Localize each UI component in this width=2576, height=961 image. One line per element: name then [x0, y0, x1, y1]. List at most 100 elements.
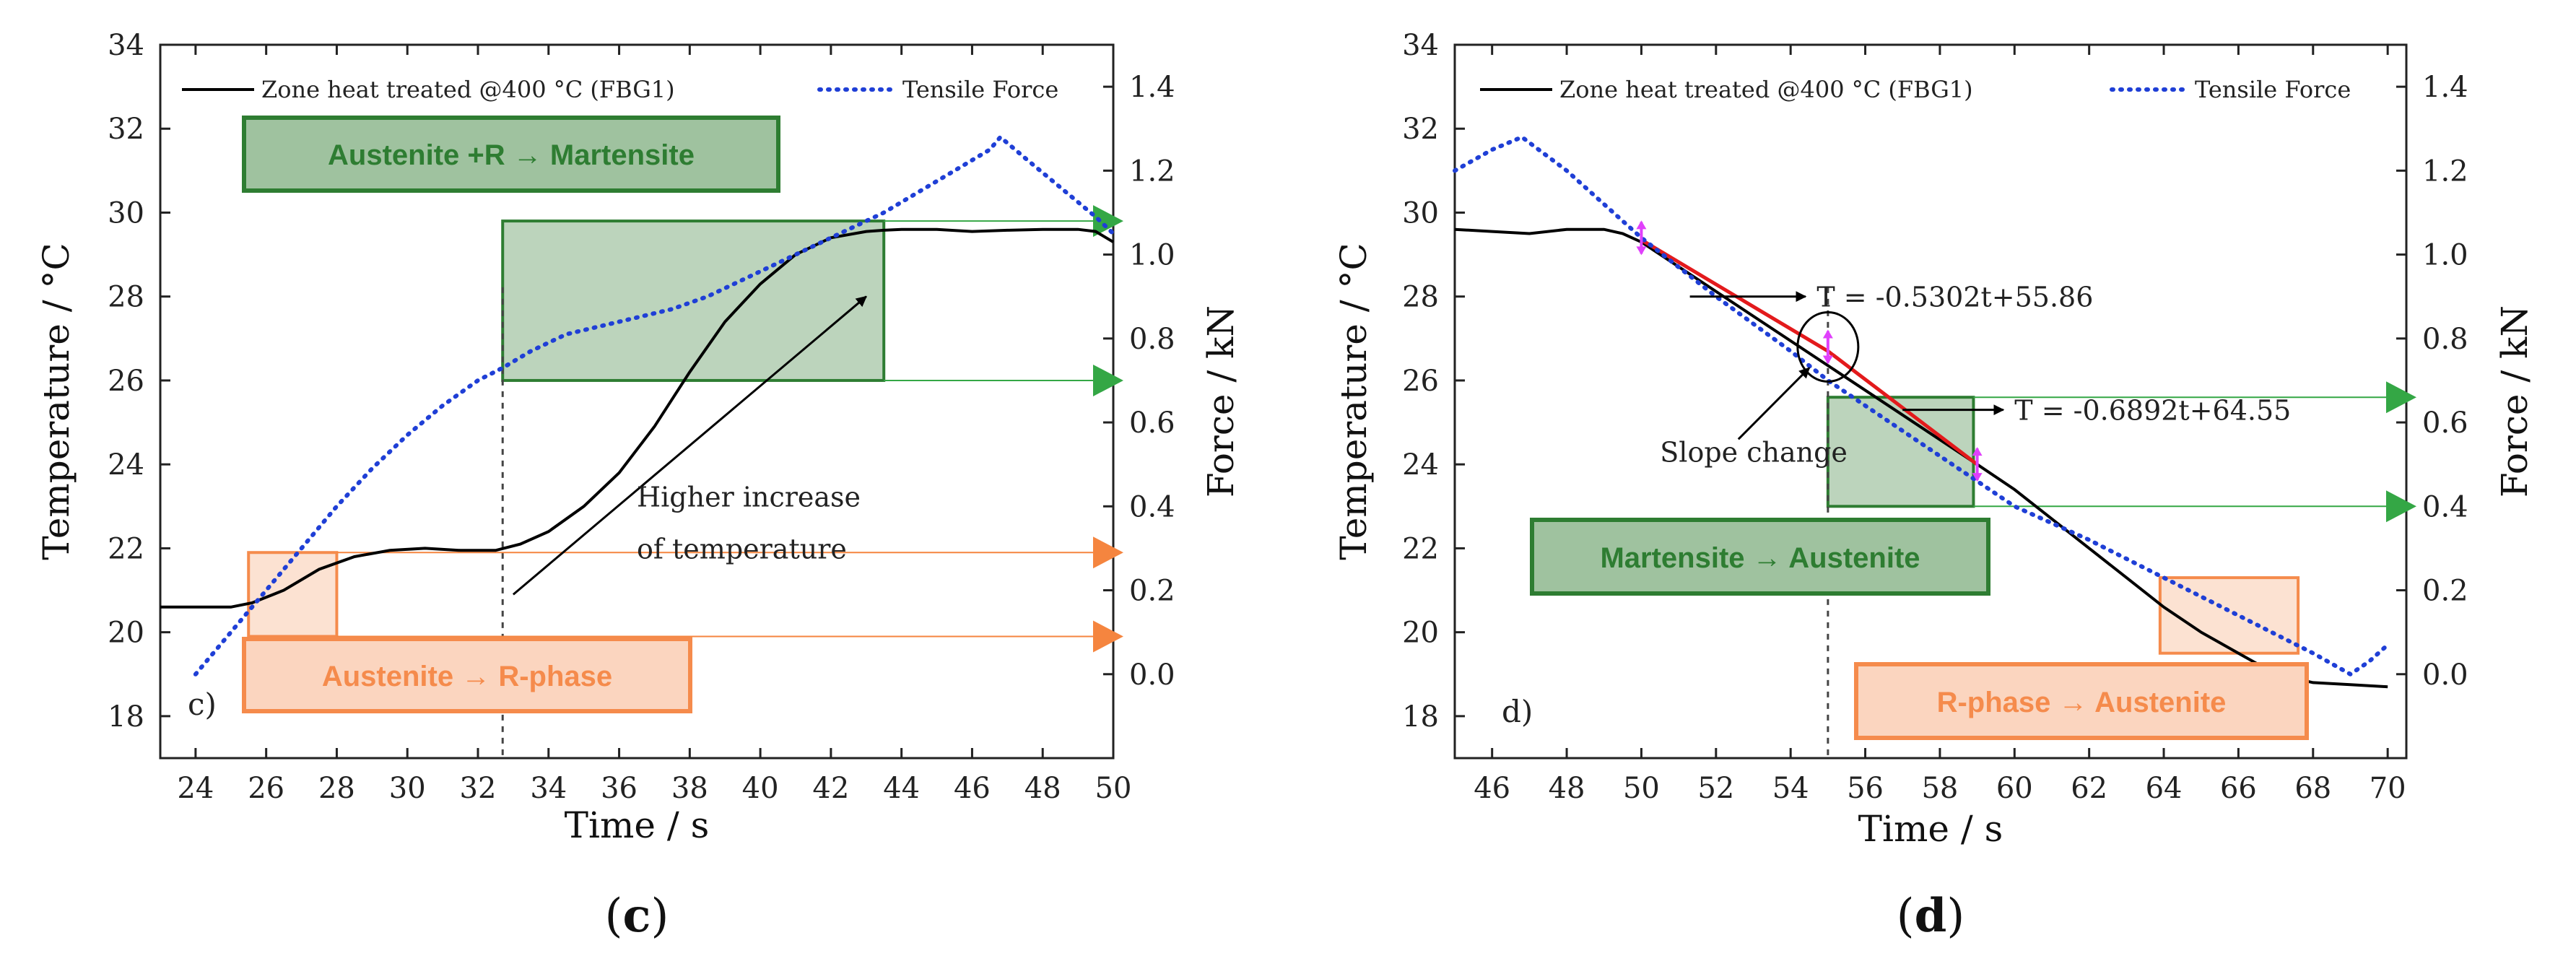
panel-c-note-line2: of temperature [637, 533, 847, 565]
panel-c-ytick-left-label: 24 [108, 448, 144, 482]
panel-d-letter: d) [1502, 694, 1533, 729]
panel-c-green-label: Austenite +R → Martensite [328, 139, 695, 171]
panel-c-xtick-label: 40 [742, 772, 779, 805]
panel-c-ytick-left-label: 22 [108, 532, 144, 565]
panel-d-ytick-left-label: 26 [1402, 365, 1439, 398]
panel-d-ytick-left-label: 22 [1402, 532, 1439, 565]
panel-d-ytick-left-label: 28 [1402, 281, 1439, 314]
panel-c-note-line1: Higher increase [637, 481, 861, 513]
panel-c-orange-label-box: Austenite → R-phase [242, 637, 692, 713]
panel-d-green-label: Martensite → Austenite [1600, 542, 1920, 574]
panel-d-orange-region [2158, 576, 2300, 655]
panel-d-marker-head-down [1822, 355, 1833, 365]
panel-d-orange-label: R-phase → Austenite [1937, 687, 2227, 718]
panel-d-xtick-label: 60 [1996, 772, 2033, 805]
panel-d-ytick-right-label: 0.0 [2422, 658, 2468, 692]
panel-c-ytick-left-label: 28 [108, 281, 144, 314]
panel-c-xtick-label: 34 [530, 772, 567, 805]
panel-c-xtick-label: 50 [1095, 772, 1132, 805]
panel-c-note-arrow [512, 295, 867, 596]
panel-c-xtick-label: 44 [883, 772, 920, 805]
panel-c-ytick-right-label: 0.4 [1129, 490, 1175, 523]
panel-c-ytick-right-label: 1.0 [1129, 239, 1175, 272]
panel-d-yticks-right: 0.0 0.2 0.4 0.6 0.8 1.0 1.2 1.4 [2396, 71, 2468, 692]
panel-d-green-region [1826, 396, 1975, 508]
panel-d-xtick-label: 50 [1623, 772, 1660, 805]
panel-c-xtick-label: 36 [601, 772, 638, 805]
panel-c-xtick-label: 38 [671, 772, 708, 805]
panel-c-ytick-left-label: 18 [108, 700, 144, 734]
panel-d-fit2-label: T = -0.6892t+64.55 [2014, 395, 2291, 427]
panel-c-xtick-label: 28 [318, 772, 355, 805]
panel-d-ytick-left-label: 30 [1402, 196, 1439, 230]
panel-d-xtick-label: 52 [1697, 772, 1734, 805]
panel-d-marker-head-up [1636, 220, 1647, 230]
panel-d-slope-circle [1796, 310, 1860, 383]
panel-d-orange-label-box: R-phase → Austenite [1854, 662, 2309, 740]
panel-c-xtick-label: 24 [177, 772, 214, 805]
panel-d-xtick-label: 56 [1847, 772, 1884, 805]
panel-d-xtick-label: 68 [2294, 772, 2331, 805]
panel-c-xtick-label: 48 [1024, 772, 1061, 805]
panel-d-slope-arrow [1737, 367, 1811, 440]
panel-d: 46 48 50 52 54 56 58 60 62 64 66 68 70 18 20 22 24 26 28 3… [1333, 29, 2536, 943]
panel-d-xtick-label: 54 [1772, 772, 1809, 805]
panel-d-xtick-label: 46 [1474, 772, 1510, 805]
panel-d-xlabel: Time / s [1858, 808, 2003, 850]
panel-d-ytick-right-label: 1.2 [2422, 155, 2468, 188]
panel-d-ytick-right-label: 0.8 [2422, 323, 2468, 356]
panel-c-xtick-label: 32 [460, 772, 497, 805]
panel-d-legend-temp: Zone heat treated @400 °C (FBG1) [1559, 76, 1973, 103]
panel-c-ytick-right-label: 1.4 [1129, 71, 1175, 104]
panel-c-ytick-right-label: 0.6 [1129, 406, 1175, 440]
panel-c-xtick-label: 46 [954, 772, 991, 805]
panel-c-yticks-right: 0.0 0.2 0.4 0.6 0.8 1.0 1.2 1.4 [1103, 71, 1175, 692]
panel-d-ytick-left-label: 24 [1402, 448, 1439, 482]
panel-c-ytick-left-label: 20 [108, 617, 144, 650]
panel-c-orange-arrow-head [1093, 536, 1123, 569]
panel-d-marker-head-down [1972, 473, 1983, 482]
panel-d-green-label-box: Martensite → Austenite [1530, 518, 1990, 596]
panel-c-caption: (c) [605, 889, 669, 943]
panel-d-green-arrow-head [2386, 381, 2416, 414]
panel-c-orange-label: Austenite → R-phase [322, 661, 612, 692]
panel-d-xtick-label: 66 [2220, 772, 2257, 805]
panel-c-ytick-left-label: 34 [108, 29, 144, 62]
panel-d-xtick-label: 58 [1921, 772, 1958, 805]
panel-d-ylabel-right: Force / kN [2494, 305, 2536, 497]
panel-c-legend: Zone heat treated @400 °C (FBG1) Tensile… [182, 76, 1058, 103]
panel-c-arrows [336, 205, 1123, 653]
panel-c-ytick-right-label: 0.8 [1129, 323, 1175, 356]
panel-d-ytick-right-label: 0.6 [2422, 406, 2468, 440]
panel-d-ytick-right-label: 1.4 [2422, 71, 2468, 104]
panel-d-xtick-label: 70 [2370, 772, 2406, 805]
panel-c-xtick-label: 26 [248, 772, 284, 805]
panel-c-frame [159, 43, 1115, 760]
panel-d-slope-label: Slope change [1660, 437, 1848, 469]
panel-d-legend-force: Tensile Force [2195, 76, 2351, 103]
panel-d-xtick-label: 64 [2146, 772, 2183, 805]
panel-d-ytick-left-label: 32 [1402, 113, 1439, 146]
panel-c-ytick-left-label: 26 [108, 365, 144, 398]
panel-c-temperature-line [160, 227, 1115, 609]
panel-c-green-label-box: Austenite +R → Martensite [242, 116, 780, 193]
panel-c-green-arrow-head [1093, 205, 1123, 238]
panel-d-arrows [1973, 381, 2416, 523]
panel-d-ytick-right-label: 0.2 [2422, 575, 2468, 608]
panel-c-green-arrow-head [1093, 364, 1123, 396]
panel-c-ylabel-right: Force / kN [1200, 305, 1242, 497]
panel-d-marker-head-up [1822, 329, 1833, 339]
panel-c-xtick-label: 30 [389, 772, 426, 805]
panel-d-ylabel-left: Temperature / °C [1333, 243, 1375, 560]
panel-c-legend-temp: Zone heat treated @400 °C (FBG1) [261, 76, 675, 103]
panel-c-ytick-left-label: 30 [108, 196, 144, 230]
panel-d-green-arrow-head [2386, 490, 2416, 523]
panel-d-xticks: 46 48 50 52 54 56 58 60 62 64 66 68 70 [1474, 45, 2406, 805]
panel-c-ylabel-left: Temperature / °C [35, 243, 77, 560]
panel-d-fit1-label: T = -0.5302t+55.86 [1816, 282, 2093, 313]
panel-c-ytick-left-label: 32 [108, 113, 144, 146]
panel-d-ytick-right-label: 1.0 [2422, 239, 2468, 272]
panel-c-letter: c) [188, 687, 217, 722]
panel-c-legend-force: Tensile Force [902, 76, 1058, 103]
